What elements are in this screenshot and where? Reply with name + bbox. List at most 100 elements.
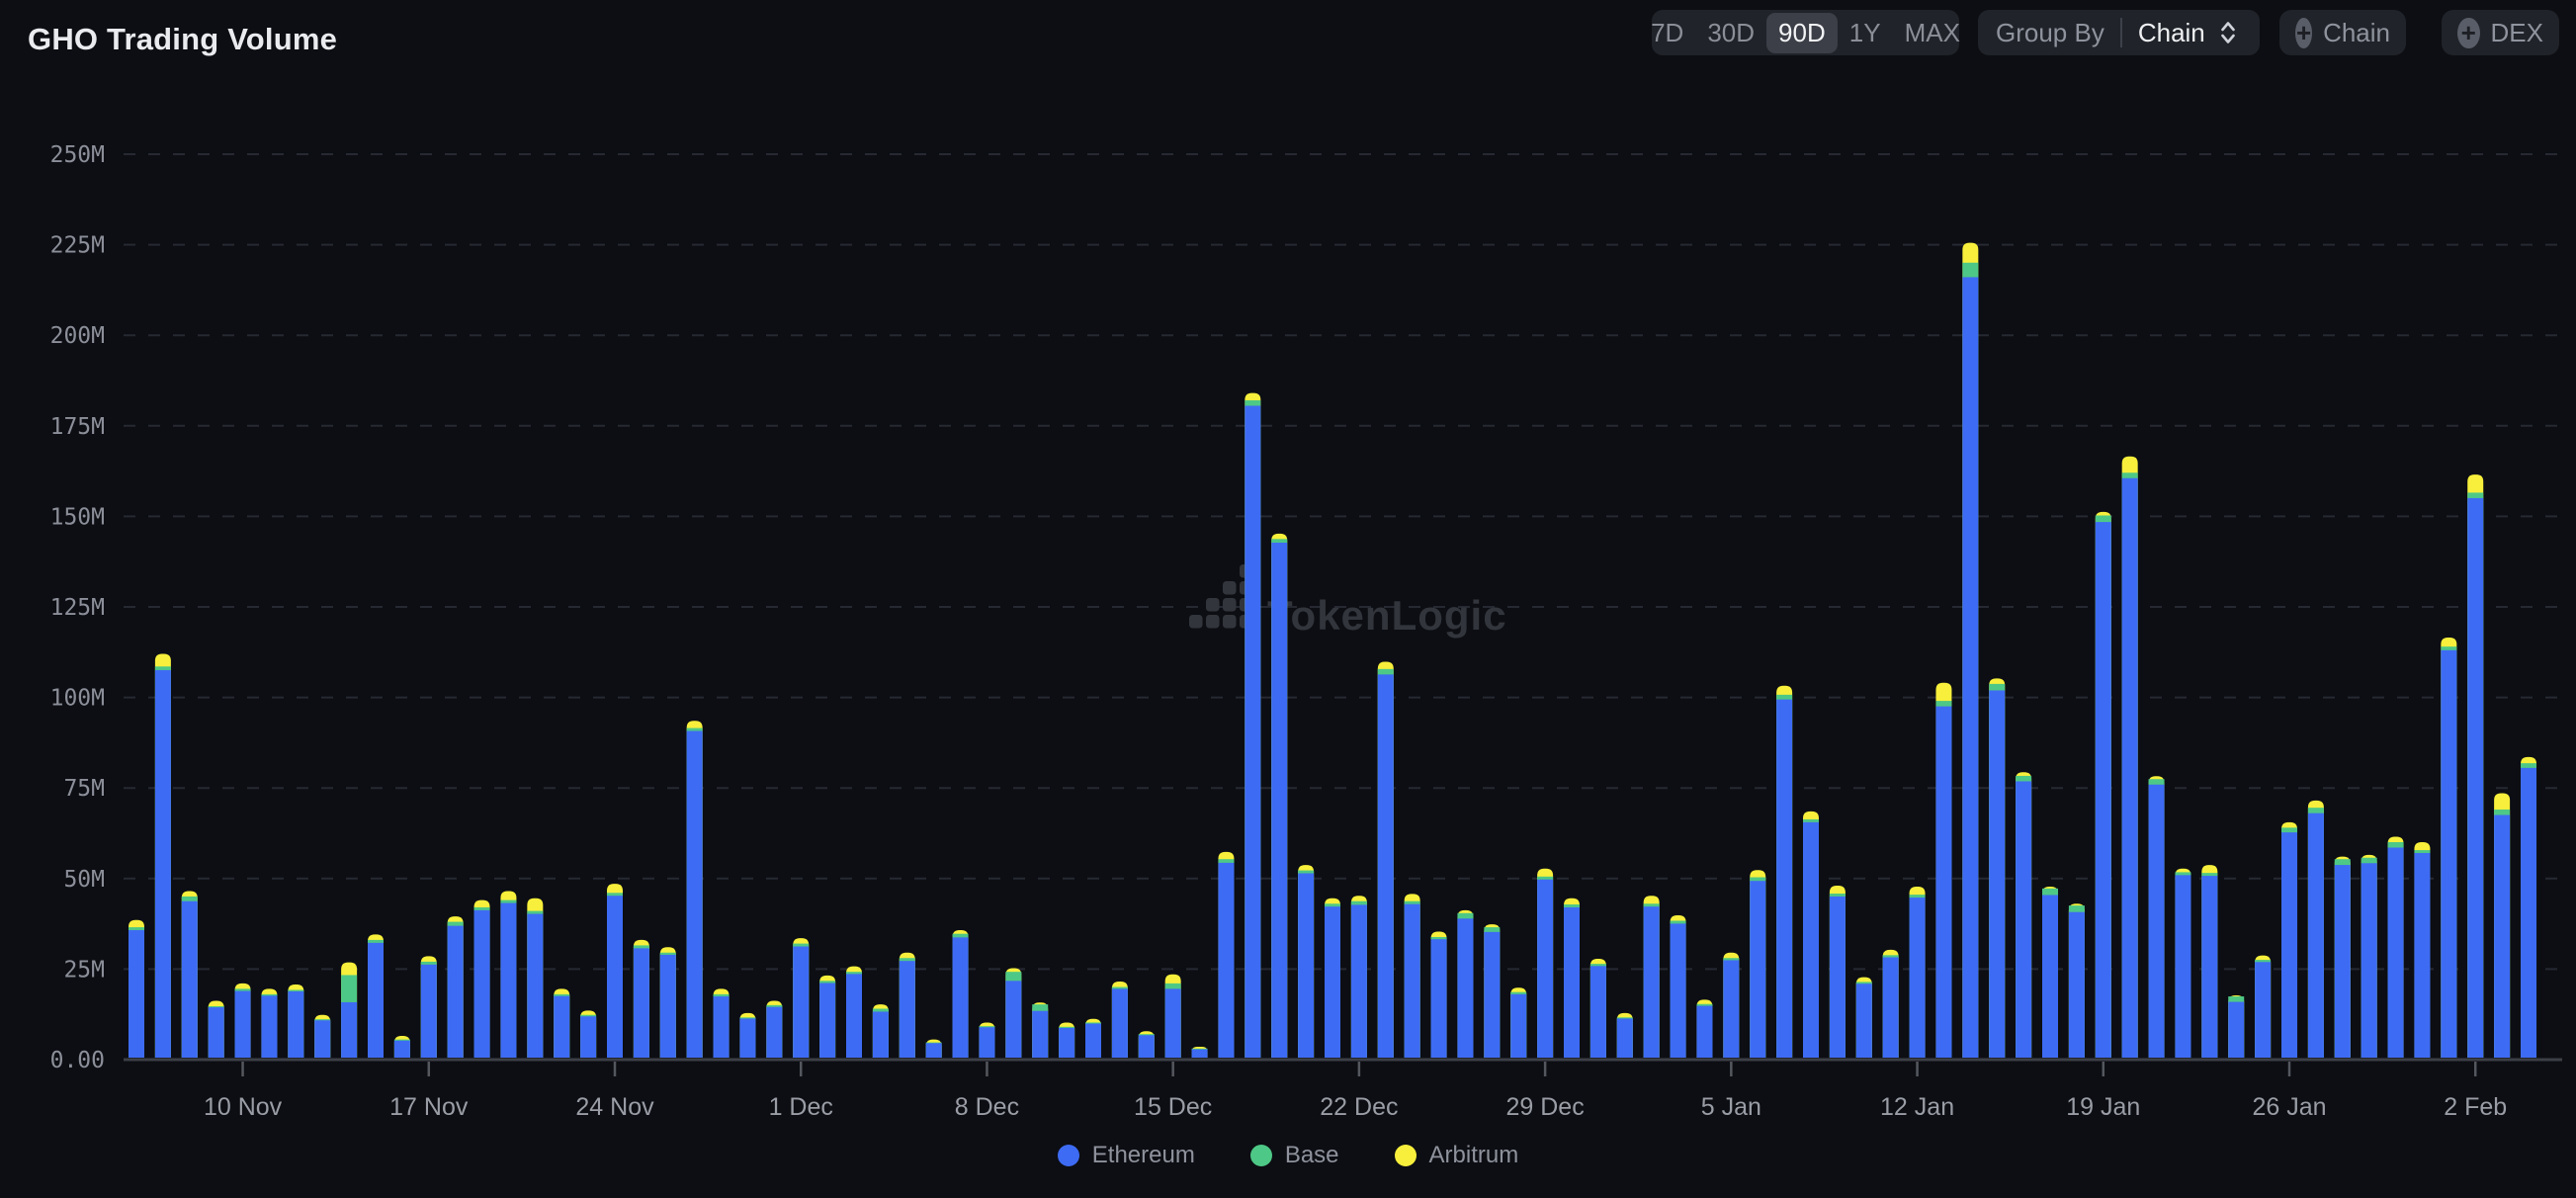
bar-11-nov[interactable]	[261, 988, 278, 1058]
bar-7-jan[interactable]	[1776, 685, 1793, 1058]
range-option-max[interactable]: MAX	[1904, 17, 1960, 47]
bar-3-feb[interactable]	[2494, 793, 2511, 1058]
bar-17-jan[interactable]	[2042, 887, 2059, 1058]
bar-27-nov[interactable]	[686, 721, 703, 1058]
bar-22-dec[interactable]	[1350, 896, 1367, 1058]
bar-11-jan[interactable]	[1882, 949, 1899, 1058]
bar-31-dec[interactable]	[1589, 958, 1606, 1058]
bar-9-jan[interactable]	[1829, 885, 1846, 1058]
bar-17-dec[interactable]	[1218, 851, 1235, 1058]
bar-28-nov[interactable]	[713, 988, 730, 1058]
bar-18-dec[interactable]	[1245, 392, 1261, 1059]
bar-11-dec[interactable]	[1059, 1022, 1075, 1058]
bar-21-nov[interactable]	[527, 898, 544, 1058]
bar-12-jan[interactable]	[1909, 887, 1926, 1058]
bar-25-jan[interactable]	[2255, 955, 2272, 1058]
bar-3-jan[interactable]	[1670, 915, 1686, 1058]
bar-27-jan[interactable]	[2307, 800, 2324, 1058]
bar-6-dec[interactable]	[925, 1039, 942, 1058]
bar-23-nov[interactable]	[580, 1010, 597, 1058]
bar-30-jan[interactable]	[2387, 836, 2404, 1058]
bar-23-jan[interactable]	[2201, 865, 2218, 1058]
bar-2-jan[interactable]	[1643, 896, 1660, 1058]
bar-10-jan[interactable]	[1855, 977, 1872, 1058]
bar-6-nov[interactable]	[129, 919, 144, 1058]
bar-6-jan[interactable]	[1750, 870, 1766, 1058]
bar-13-dec[interactable]	[1111, 982, 1128, 1058]
bar-24-jan[interactable]	[2228, 994, 2245, 1058]
time-range-selector[interactable]: 7D 30D 90D 1Y MAX	[1651, 10, 1960, 55]
bar-8-nov[interactable]	[181, 891, 198, 1058]
legend-item-ethereum[interactable]: Ethereum	[1057, 1142, 1195, 1169]
bar-14-dec[interactable]	[1138, 1031, 1155, 1058]
bar-1-dec[interactable]	[793, 938, 810, 1058]
bar-12-nov[interactable]	[288, 984, 304, 1058]
bar-1-jan[interactable]	[1616, 1012, 1633, 1058]
bar-10-nov[interactable]	[234, 983, 251, 1058]
bar-22-nov[interactable]	[554, 988, 570, 1058]
bar-16-nov[interactable]	[393, 1036, 410, 1058]
bar-20-jan[interactable]	[2121, 456, 2138, 1058]
bar-21-dec[interactable]	[1325, 898, 1341, 1058]
bar-15-nov[interactable]	[368, 934, 385, 1058]
bar-31-jan[interactable]	[2414, 841, 2431, 1058]
bar-7-dec[interactable]	[952, 930, 969, 1058]
legend-item-base[interactable]: Base	[1249, 1142, 1339, 1169]
bar-24-nov[interactable]	[607, 884, 624, 1058]
bar-4-jan[interactable]	[1696, 999, 1713, 1058]
range-option-90d[interactable]: 90D	[1766, 12, 1838, 53]
bar-2-dec[interactable]	[819, 975, 836, 1058]
bar-15-dec[interactable]	[1164, 974, 1181, 1058]
bar-29-dec[interactable]	[1537, 868, 1554, 1058]
bar-12-dec[interactable]	[1085, 1018, 1102, 1058]
bar-7-nov[interactable]	[154, 653, 171, 1058]
bar-1-feb[interactable]	[2441, 637, 2457, 1058]
bar-19-dec[interactable]	[1271, 533, 1288, 1058]
bar-28-jan[interactable]	[2334, 856, 2351, 1058]
group-by-dropdown[interactable]: Group By Chain	[1978, 10, 2260, 55]
bar-25-nov[interactable]	[633, 939, 649, 1058]
bar-21-jan[interactable]	[2148, 776, 2165, 1058]
bar-9-nov[interactable]	[208, 1000, 224, 1058]
bar-26-jan[interactable]	[2281, 821, 2298, 1058]
bar-22-jan[interactable]	[2175, 868, 2191, 1058]
bar-3-dec[interactable]	[846, 966, 863, 1058]
bar-29-nov[interactable]	[739, 1012, 756, 1058]
bar-4-feb[interactable]	[2521, 756, 2537, 1058]
bar-25-dec[interactable]	[1430, 931, 1447, 1058]
bar-19-nov[interactable]	[473, 899, 490, 1058]
bar-26-nov[interactable]	[659, 947, 676, 1058]
bar-26-dec[interactable]	[1457, 909, 1474, 1058]
add-chain-button[interactable]: + Chain	[2279, 10, 2406, 55]
bar-20-nov[interactable]	[500, 891, 517, 1058]
bar-18-jan[interactable]	[2068, 903, 2085, 1058]
bar-18-nov[interactable]	[447, 916, 464, 1058]
range-option-30d[interactable]: 30D	[1707, 17, 1756, 47]
bar-5-dec[interactable]	[899, 952, 915, 1058]
bar-9-dec[interactable]	[1005, 968, 1022, 1058]
bar-30-nov[interactable]	[766, 1000, 783, 1058]
bar-24-dec[interactable]	[1404, 894, 1420, 1058]
bar-16-jan[interactable]	[2016, 772, 2032, 1058]
legend-item-arbitrum[interactable]: Arbitrum	[1394, 1142, 1518, 1169]
bar-2-feb[interactable]	[2467, 474, 2484, 1058]
bar-13-nov[interactable]	[314, 1014, 331, 1058]
bar-27-dec[interactable]	[1484, 924, 1501, 1058]
bar-20-dec[interactable]	[1298, 865, 1315, 1058]
bar-19-jan[interactable]	[2095, 511, 2111, 1058]
bar-28-dec[interactable]	[1510, 987, 1527, 1058]
range-option-7d[interactable]: 7D	[1651, 17, 1684, 47]
bar-15-jan[interactable]	[1989, 678, 2006, 1058]
bar-4-dec[interactable]	[872, 1004, 889, 1058]
range-option-1y[interactable]: 1Y	[1848, 17, 1881, 47]
bar-30-dec[interactable]	[1564, 898, 1581, 1058]
bar-8-dec[interactable]	[979, 1022, 995, 1058]
add-dex-button[interactable]: + DEX	[2442, 10, 2559, 55]
bar-16-dec[interactable]	[1191, 1047, 1208, 1058]
bar-13-jan[interactable]	[1935, 682, 1952, 1058]
bar-23-dec[interactable]	[1377, 661, 1394, 1058]
bar-14-jan[interactable]	[1962, 242, 1979, 1059]
bar-10-dec[interactable]	[1032, 1002, 1049, 1058]
bar-8-jan[interactable]	[1803, 811, 1820, 1058]
bar-29-jan[interactable]	[2361, 854, 2377, 1058]
